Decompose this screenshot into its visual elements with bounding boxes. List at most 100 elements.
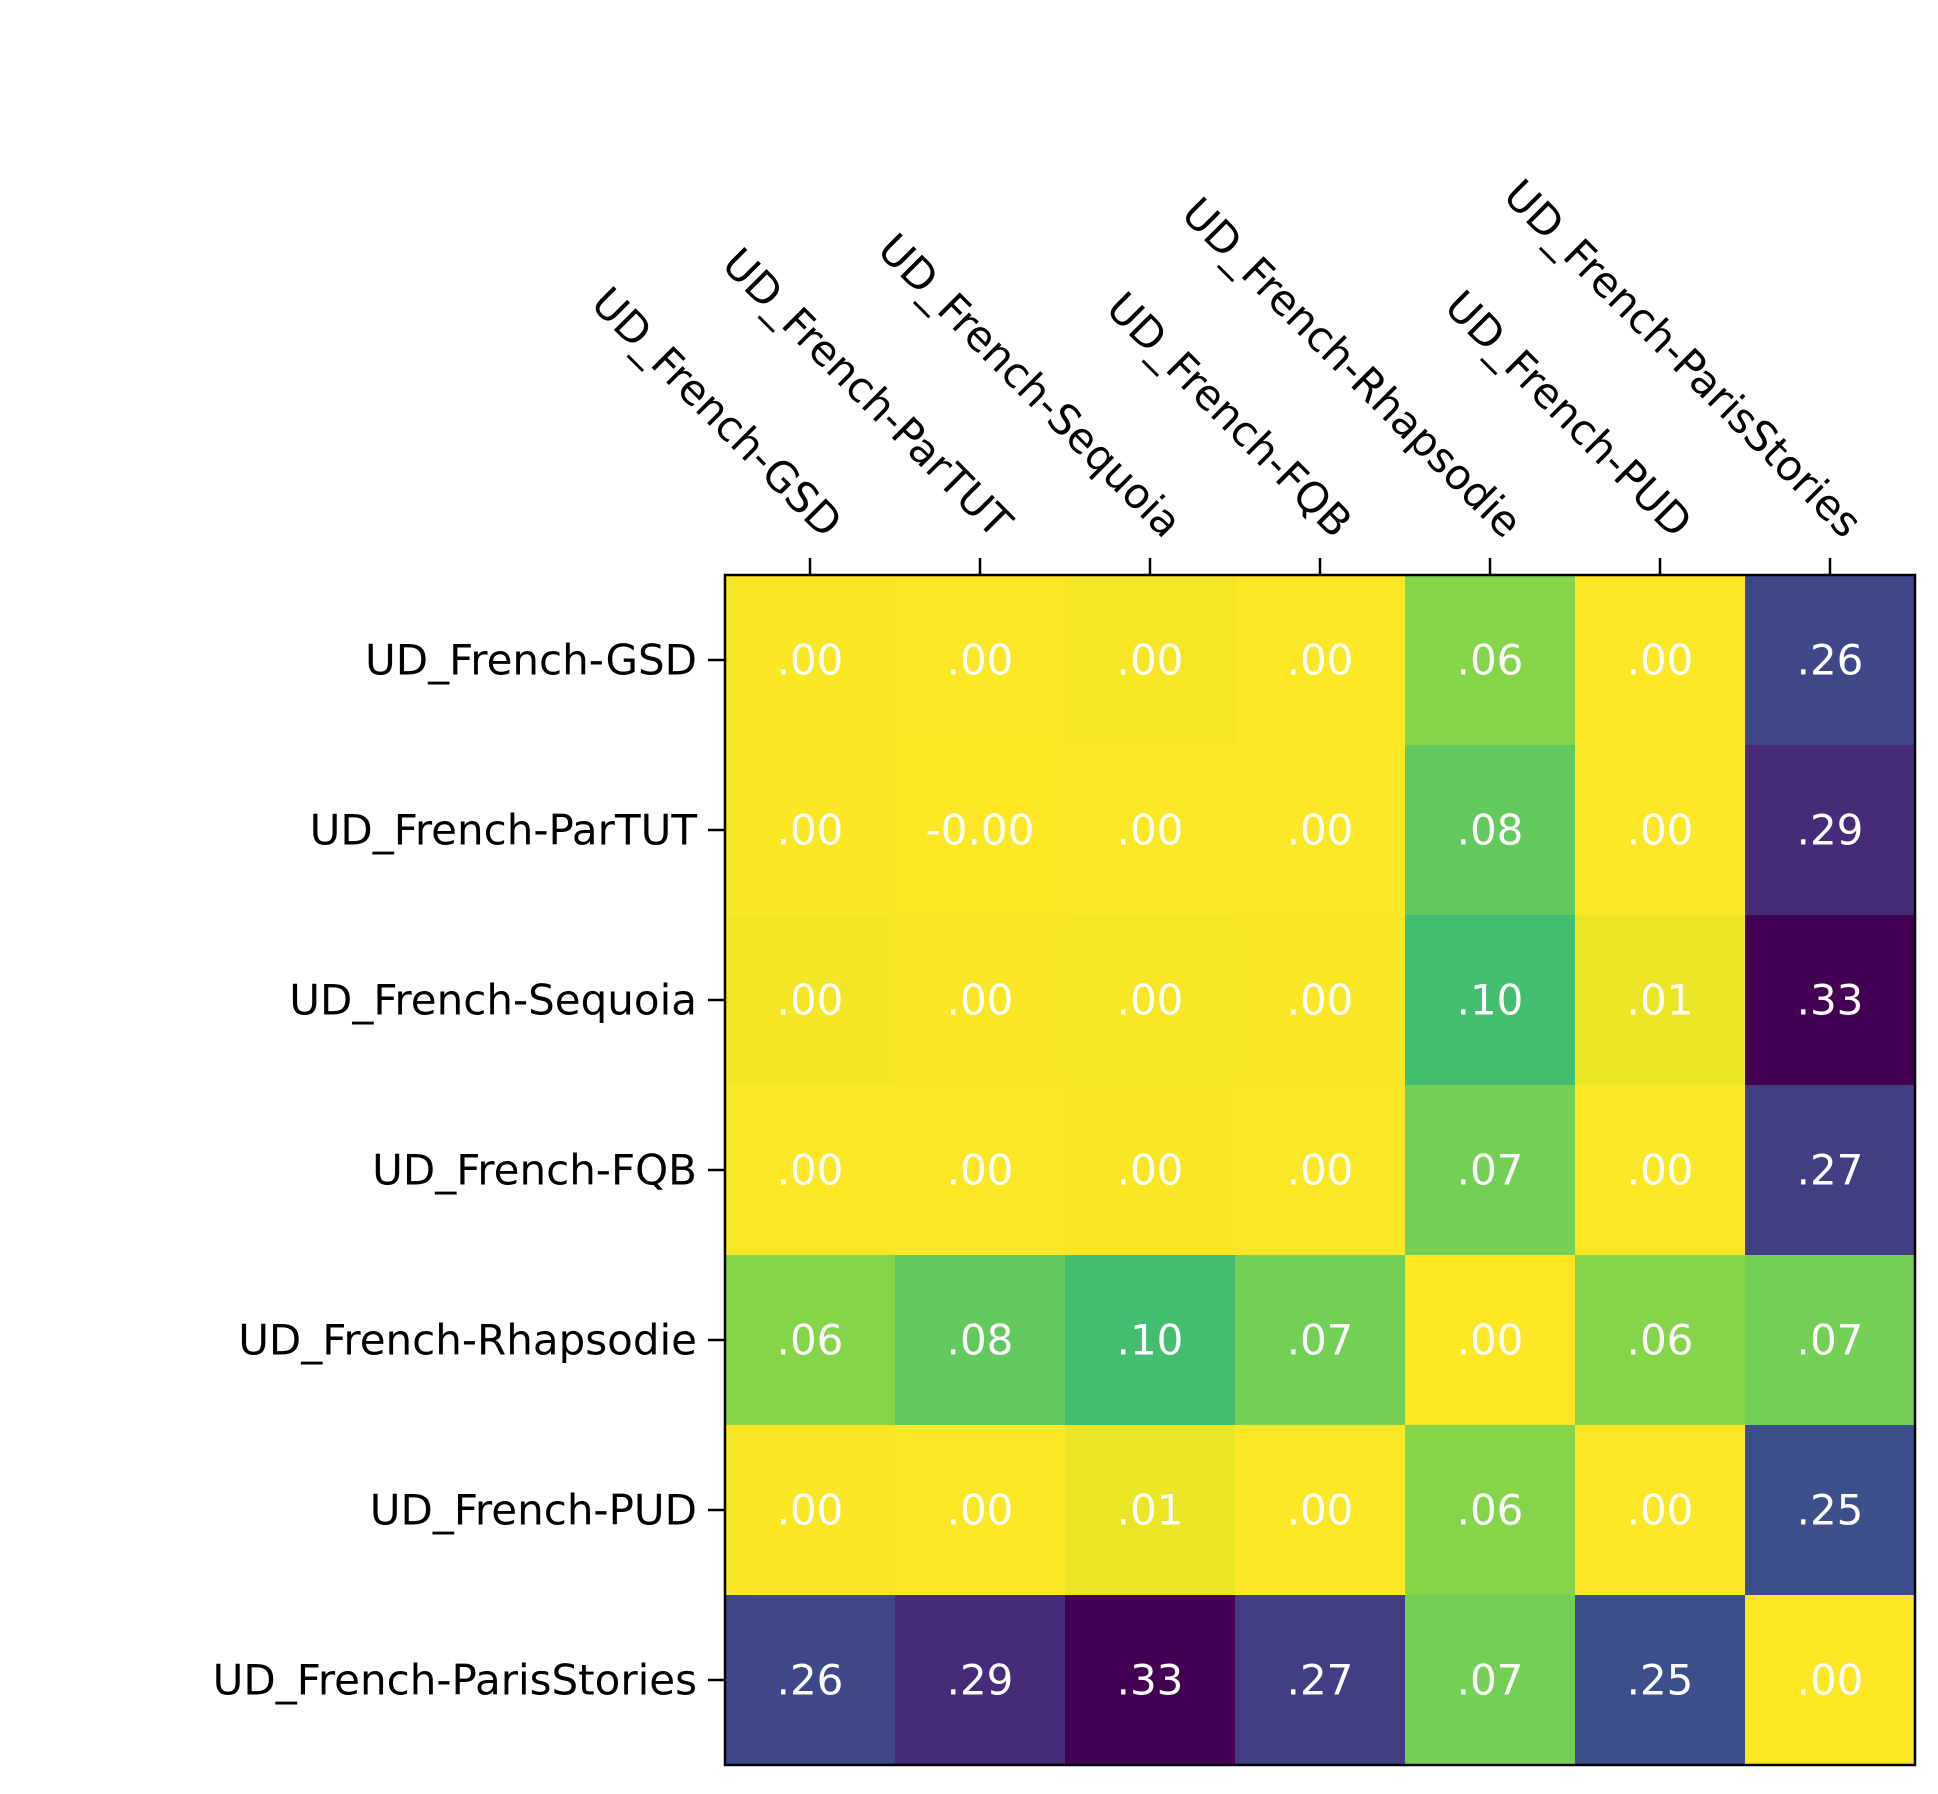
cell-value-label: .00	[1457, 1316, 1524, 1365]
heatmap-cell	[1235, 1255, 1406, 1426]
heatmap-cell	[725, 1425, 896, 1596]
heatmap-cell	[1745, 1425, 1916, 1596]
heatmap-cell	[1405, 1425, 1576, 1596]
heatmap-cell	[1065, 575, 1236, 746]
cell-value-label: .00	[777, 1486, 844, 1535]
heatmap-cell	[895, 1425, 1066, 1596]
cell-value-label: .07	[1457, 1146, 1524, 1195]
cell-value-label: .29	[1797, 806, 1864, 855]
cell-value-label: .08	[947, 1316, 1014, 1365]
cell-value-label: .00	[1117, 636, 1184, 685]
heatmap-cell	[1745, 1085, 1916, 1256]
cell-value-label: .00	[947, 636, 1014, 685]
cell-value-label: .06	[1627, 1316, 1694, 1365]
cell-value-label: .00	[777, 636, 844, 685]
cell-value-label: .00	[1117, 806, 1184, 855]
heatmap-cell	[1405, 745, 1576, 916]
heatmap-cell	[1235, 915, 1406, 1086]
x-tick-label: UD_French-Rhapsodie	[1172, 188, 1531, 547]
heatmap-cell	[895, 575, 1066, 746]
heatmap-cell	[1235, 745, 1406, 916]
heatmap-cell	[1575, 1085, 1746, 1256]
x-tick-label: UD_French-ParisStories	[1494, 170, 1871, 547]
cell-value-label: .00	[1627, 636, 1694, 685]
cell-value-label: .07	[1797, 1316, 1864, 1365]
cell-value-label: .00	[947, 976, 1014, 1025]
cell-value-label: .27	[1287, 1656, 1354, 1705]
heatmap-cell	[1745, 1595, 1916, 1766]
y-tick-label: UD_French-FQB	[372, 1146, 697, 1195]
cell-value-label: .33	[1797, 976, 1864, 1025]
y-tick-label: UD_French-PUD	[370, 1486, 697, 1535]
y-tick-label: UD_French-ParTUT	[310, 806, 698, 855]
heatmap-cell	[895, 1595, 1066, 1766]
cell-value-label: .08	[1457, 806, 1524, 855]
cell-value-label: .06	[1457, 1486, 1524, 1535]
heatmap-cell	[895, 745, 1066, 916]
heatmap-cell	[725, 1595, 896, 1766]
heatmap-cell	[1575, 575, 1746, 746]
heatmap-cell-labels: .00 .00 .00 .00 .06 .00 .26 .00 -0.00 .00 .00 .08 .0…	[777, 636, 1864, 1705]
cell-value-label: .00	[1117, 1146, 1184, 1195]
cell-value-label: .00	[777, 806, 844, 855]
heatmap-cell	[1235, 1595, 1406, 1766]
heatmap-cell	[895, 1255, 1066, 1426]
heatmap-cell	[1235, 1425, 1406, 1596]
cell-value-label: .00	[1287, 1146, 1354, 1195]
x-tick-label: UD_French-Sequoia	[869, 224, 1192, 547]
cell-value-label: .27	[1797, 1146, 1864, 1195]
heatmap-cell	[1745, 575, 1916, 746]
heatmap-cell	[1575, 915, 1746, 1086]
heatmap-cell	[1745, 1255, 1916, 1426]
cell-value-label: .00	[947, 1146, 1014, 1195]
y-axis-ticks: UD_French-GSD UD_French-ParTUT UD_French-S…	[213, 636, 725, 1705]
cell-value-label: .00	[777, 1146, 844, 1195]
cell-value-label: .06	[1457, 636, 1524, 685]
heatmap-cell	[1405, 575, 1576, 746]
heatmap-cell	[895, 915, 1066, 1086]
cell-value-label: .00	[1287, 976, 1354, 1025]
heatmap-cell	[1405, 1085, 1576, 1256]
cell-value-label: .29	[947, 1656, 1014, 1705]
heatmap-cell	[725, 1255, 896, 1426]
cell-value-label: .00	[1627, 806, 1694, 855]
cell-value-label: .07	[1457, 1656, 1524, 1705]
heatmap-cell	[725, 745, 896, 916]
cell-value-label: .00	[1287, 806, 1354, 855]
cell-value-label: .33	[1117, 1656, 1184, 1705]
heatmap-cell	[725, 575, 896, 746]
cell-value-label: .00	[1627, 1146, 1694, 1195]
heatmap-cell	[1065, 1595, 1236, 1766]
cell-value-label: .10	[1117, 1316, 1184, 1365]
cell-value-label: .01	[1627, 976, 1694, 1025]
cell-value-label: -0.00	[926, 806, 1035, 855]
heatmap-cells	[725, 575, 1916, 1766]
cell-value-label: .00	[947, 1486, 1014, 1535]
heatmap-cell	[1575, 745, 1746, 916]
cell-value-label: .07	[1287, 1316, 1354, 1365]
cell-value-label: .00	[777, 976, 844, 1025]
heatmap-cell	[1065, 1255, 1236, 1426]
cell-value-label: .00	[1627, 1486, 1694, 1535]
heatmap-cell	[725, 915, 896, 1086]
cell-value-label: .25	[1627, 1656, 1694, 1705]
heatmap-cell	[1745, 745, 1916, 916]
heatmap-cell	[1405, 1255, 1576, 1426]
cell-value-label: .26	[777, 1656, 844, 1705]
heatmap-cell	[1065, 745, 1236, 916]
cell-value-label: .00	[1117, 976, 1184, 1025]
cell-value-label: .25	[1797, 1486, 1864, 1535]
cell-value-label: .01	[1117, 1486, 1184, 1535]
heatmap-cell	[1235, 575, 1406, 746]
y-tick-label: UD_French-Sequoia	[289, 976, 697, 1025]
heatmap-cell	[1405, 915, 1576, 1086]
cell-value-label: .06	[777, 1316, 844, 1365]
heatmap-cell	[1235, 1085, 1406, 1256]
cell-value-label: .00	[1287, 636, 1354, 685]
heatmap-cell	[1575, 1255, 1746, 1426]
heatmap-cell	[895, 1085, 1066, 1256]
heatmap-cell	[1405, 1595, 1576, 1766]
cell-value-label: .26	[1797, 636, 1864, 685]
